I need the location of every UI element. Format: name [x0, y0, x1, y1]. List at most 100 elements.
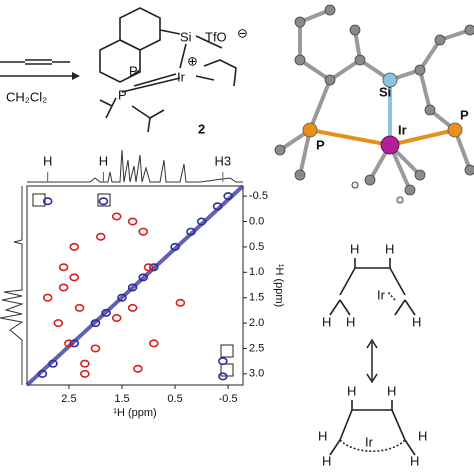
cross-peak: [90, 319, 101, 328]
y-axis-label: ¹H (ppm): [273, 264, 285, 307]
atom-label: H: [347, 383, 356, 398]
mechanism-shape: [404, 299, 416, 316]
y-tick-label: 0.0: [249, 215, 264, 227]
crystal-structure-shape: [351, 181, 359, 189]
complex-structure-shape: [131, 105, 151, 119]
crystal-structure-shape: [309, 128, 391, 147]
crystal-structure-shape: [464, 164, 474, 176]
crystal-structure-shape: [447, 122, 463, 138]
cross-peak: [69, 273, 80, 282]
crystal-structure-shape: [294, 16, 306, 28]
nmr-projections-shape: [32, 193, 46, 207]
atom-label: H: [387, 383, 396, 398]
crystal-structure-shape: [464, 24, 474, 36]
complex-structure-shape: [127, 69, 141, 79]
crystal-structure-shape: [424, 104, 436, 116]
y-tick-label: 1.0: [249, 266, 264, 278]
cross-peak: [127, 217, 138, 226]
cross-peak: [170, 242, 180, 251]
cross-peak: [98, 197, 109, 206]
atom-label: H: [322, 314, 331, 329]
crystal-structure-shape: [294, 169, 306, 181]
peak-annotation: H3: [215, 153, 232, 168]
crystal-structure-shape: [298, 128, 312, 177]
nmr-projections-shape: [26, 185, 244, 386]
y-tick-label: -0.5: [249, 190, 268, 202]
mechanism-shape: [404, 439, 416, 456]
cross-peak: [90, 344, 101, 353]
cross-peak: [143, 263, 154, 272]
cross-peak: [218, 357, 228, 366]
cross-peak: [196, 217, 207, 226]
complex-structure-shape: [159, 29, 181, 35]
crystal-structure-shape: [404, 184, 416, 196]
cross-peak: [127, 283, 138, 292]
complex-structure-shape: [105, 105, 113, 119]
compound-number: 2: [198, 121, 205, 136]
peak-annotation: H: [43, 153, 52, 168]
crystal-structure-shape: [302, 122, 318, 138]
mechanism-shape: [329, 439, 341, 456]
x-axis-label: ¹H (ppm): [113, 407, 156, 419]
atom-label: H: [346, 314, 355, 329]
mechanism-shape: [329, 299, 341, 316]
cross-peak: [80, 369, 90, 378]
cross-peak: [74, 303, 85, 312]
cross-peak: [149, 263, 159, 272]
counterion: TfO: [205, 29, 227, 44]
atom-label: H: [350, 241, 359, 256]
crystal-structure-shape: [294, 54, 306, 66]
cross-peak: [42, 293, 53, 302]
mechanism-shape: [339, 409, 406, 441]
atom-label: Ir: [398, 122, 407, 137]
crystal-structure-shape: [274, 144, 286, 156]
charge: ⊖: [237, 25, 248, 40]
y-tick-label: 1.5: [249, 292, 264, 304]
cross-peak: [117, 293, 127, 302]
cross-peak: [133, 364, 143, 373]
cross-peak: [69, 242, 80, 251]
y-tick-label: 3.0: [249, 368, 264, 380]
atom-label: P: [316, 137, 325, 152]
cross-peak: [42, 197, 53, 206]
cross-peak: [58, 263, 69, 272]
complex-structure-shape: [121, 77, 181, 93]
cross-peak: [111, 313, 122, 322]
cross-peak: [186, 227, 196, 236]
cross-peak: [58, 283, 69, 292]
crystal-structure-shape: [414, 64, 426, 76]
atom-label: H: [318, 428, 327, 443]
crystal-structure-shape: [349, 24, 361, 36]
atom-label: Si: [379, 84, 391, 99]
atom-label: H: [385, 241, 394, 256]
crystal-structure-shape: [364, 174, 376, 186]
cross-peak: [64, 339, 74, 348]
cross-peak: [127, 303, 138, 312]
mechanism-shape: [387, 291, 396, 301]
cross-peak: [175, 298, 186, 307]
nmr-projections-shape: [97, 193, 111, 207]
cross-peak: [80, 359, 90, 368]
cross-peak: [101, 308, 111, 317]
complex-structure-shape: [149, 109, 165, 119]
x-tick-label: -0.5: [219, 393, 238, 405]
nmr-projections-shape: [220, 363, 234, 377]
crystal-structure-shape: [389, 128, 456, 147]
mechanism-shape: [339, 439, 406, 452]
atom-label: H: [410, 453, 419, 468]
complex-structure-shape: [203, 59, 237, 87]
crystal-structure-shape: [324, 74, 336, 86]
y-tick-label: 2.0: [249, 317, 264, 329]
nmr-projections-shape: [0, 186, 24, 385]
nmr-projections-shape: [220, 344, 234, 358]
cross-peak: [111, 212, 122, 221]
cross-peak: [37, 369, 48, 378]
nmr-projections-shape: [27, 149, 243, 183]
atom-label: H: [418, 428, 427, 443]
x-tick-label: 1.5: [114, 393, 129, 405]
mechanism-shape: [366, 338, 378, 384]
reaction-scheme: CH₂Cl₂: [0, 59, 80, 104]
cross-peak: [149, 339, 159, 348]
crystal-structure-shape: [380, 135, 400, 155]
complex-structure: Si TfO ⊖ P Ir ⊕ P 2: [99, 7, 248, 136]
